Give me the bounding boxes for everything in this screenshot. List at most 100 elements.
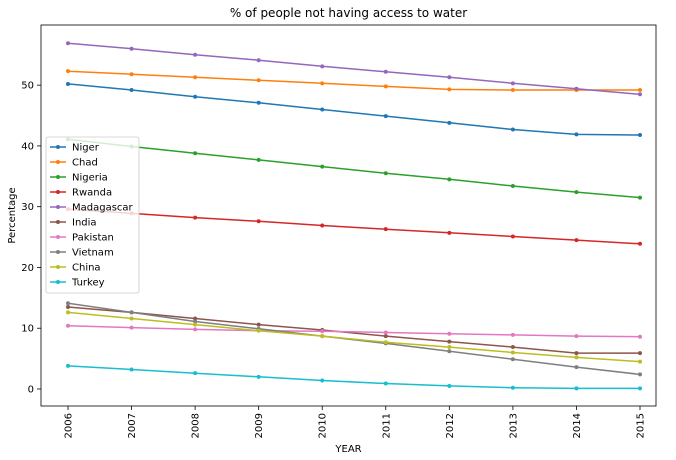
data-point: [256, 100, 261, 105]
series-line: [67, 42, 641, 96]
data-point: [510, 385, 515, 390]
legend-label: Pakistan: [72, 233, 114, 244]
legend-label: Turkey: [71, 278, 105, 289]
series-line: [67, 325, 641, 338]
legend-label: Niger: [72, 143, 100, 154]
data-point: [129, 88, 134, 93]
y-tick-label: 40: [21, 141, 34, 152]
series-india: [66, 304, 642, 356]
legend-label: India: [72, 218, 97, 229]
data-point: [510, 88, 515, 93]
data-point: [447, 331, 452, 336]
legend-item: Pakistan: [50, 233, 114, 244]
x-tick-label: 2010: [318, 413, 329, 438]
data-point: [638, 195, 642, 200]
data-point: [320, 64, 325, 69]
y-tick-label: 30: [21, 202, 34, 213]
legend-item: Niger: [50, 143, 100, 154]
data-point: [638, 359, 642, 364]
data-point: [193, 319, 198, 324]
data-point: [256, 157, 261, 162]
data-point: [510, 81, 515, 86]
data-point: [320, 107, 325, 112]
data-point: [193, 215, 198, 220]
data-point: [256, 322, 261, 327]
legend: Niger Chad Nigeria Rwanda Madagascar India Pak…: [45, 136, 140, 294]
series-china: [66, 310, 642, 364]
y-tick-label: 0: [28, 384, 34, 395]
data-point: [574, 355, 579, 360]
legend-marker: [56, 160, 60, 164]
data-point: [638, 372, 642, 377]
x-tick-label: 2006: [64, 413, 75, 438]
data-point: [129, 316, 134, 321]
legend-item: India: [50, 218, 97, 229]
series-line: [67, 83, 641, 136]
data-point: [66, 81, 70, 86]
x-tick-label: 2007: [127, 413, 138, 438]
data-point: [320, 378, 325, 383]
data-point: [193, 371, 198, 376]
data-point: [638, 132, 642, 137]
x-tick-label: 2009: [254, 413, 265, 438]
data-point: [383, 381, 388, 386]
data-point: [383, 84, 388, 89]
data-point: [447, 177, 452, 182]
data-point: [510, 345, 515, 350]
data-point: [383, 69, 388, 74]
x-axis-title: YEAR: [334, 444, 361, 455]
legend-label: Nigeria: [72, 173, 108, 184]
legend-item: China: [50, 263, 101, 274]
series-niger: [66, 81, 642, 137]
data-point: [638, 88, 642, 93]
data-point: [129, 367, 134, 372]
legend-marker: [56, 145, 60, 149]
data-point: [574, 238, 579, 243]
legend-item: Rwanda: [50, 188, 112, 199]
chart-title: % of people not having access to water: [230, 6, 467, 20]
legend-label: China: [72, 263, 101, 274]
legend-item: Madagascar: [50, 203, 134, 214]
data-point: [256, 219, 261, 224]
y-tick-label: 50: [21, 81, 34, 92]
series-madagascar: [66, 41, 642, 97]
data-point: [447, 349, 452, 354]
data-point: [574, 351, 579, 356]
legend-item: Vietnam: [50, 248, 114, 259]
data-point: [66, 310, 70, 315]
data-point: [510, 234, 515, 239]
data-point: [383, 114, 388, 119]
data-point: [193, 316, 198, 321]
data-point: [383, 171, 388, 176]
data-point: [66, 41, 70, 46]
x-tick-label: 2008: [191, 413, 202, 438]
legend-label: Rwanda: [72, 188, 112, 199]
data-point: [638, 351, 642, 356]
data-point: [66, 69, 70, 74]
data-point: [193, 322, 198, 327]
data-point: [129, 310, 134, 315]
data-point: [256, 328, 261, 333]
x-axis: 2006 2007 2008 2009 2010 2011 2012 2013 2014 2015: [64, 406, 647, 438]
data-point: [383, 227, 388, 232]
data-point: [638, 334, 642, 339]
series-rwanda: [66, 207, 642, 246]
data-point: [256, 58, 261, 63]
data-point: [320, 329, 325, 334]
legend-box: [45, 136, 140, 294]
data-point: [638, 92, 642, 97]
data-point: [320, 81, 325, 86]
data-point: [320, 223, 325, 228]
data-point: [447, 120, 452, 125]
legend-marker: [56, 235, 60, 239]
y-tick-label: 10: [21, 324, 34, 335]
series-line: [67, 311, 641, 363]
data-point: [574, 365, 579, 370]
data-point: [447, 75, 452, 80]
data-point: [383, 330, 388, 335]
data-point: [638, 386, 642, 391]
data-point: [256, 374, 261, 379]
series-chad: [66, 69, 642, 93]
data-point: [66, 304, 70, 309]
data-point: [129, 72, 134, 77]
